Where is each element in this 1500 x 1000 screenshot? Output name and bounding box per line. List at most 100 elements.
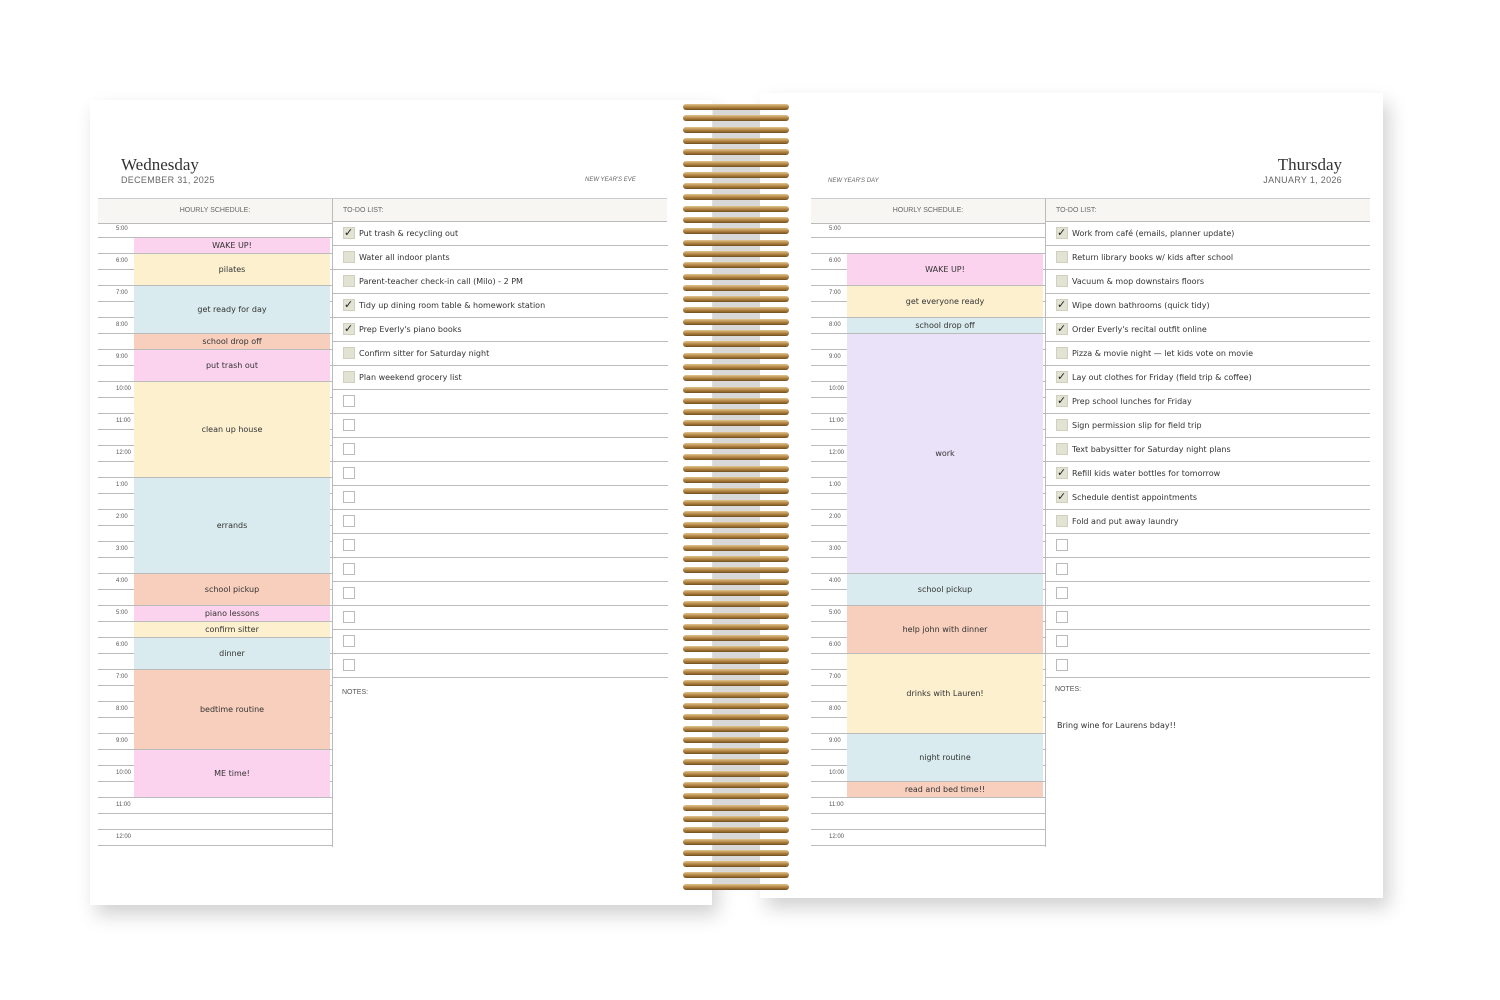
schedule-slot[interactable]	[811, 558, 1045, 574]
schedule-slot[interactable]: 6:00	[811, 638, 1045, 654]
todo-item[interactable]	[333, 558, 668, 582]
schedule-slot[interactable]	[98, 334, 332, 350]
schedule-event[interactable]: confirm sitter	[134, 622, 330, 637]
todo-item[interactable]	[1046, 654, 1370, 678]
todo-item[interactable]	[333, 654, 668, 678]
checkbox-icon[interactable]	[1056, 443, 1068, 456]
schedule-event[interactable]: school pickup	[847, 574, 1043, 605]
schedule-slot[interactable]: 11:00	[98, 798, 332, 814]
todo-item[interactable]: ✓ Schedule dentist appointments	[1046, 486, 1370, 510]
schedule-slot[interactable]	[811, 590, 1045, 606]
checkbox-icon[interactable]	[1056, 611, 1068, 624]
checkbox-icon[interactable]	[1056, 275, 1068, 288]
todo-item[interactable]: Confirm sitter for Saturday night	[333, 342, 668, 366]
schedule-slot[interactable]	[811, 718, 1045, 734]
schedule-slot[interactable]	[811, 782, 1045, 798]
schedule-event[interactable]: piano lessons	[134, 606, 330, 621]
notes-text[interactable]: Bring wine for Laurens bday!!	[1057, 721, 1176, 730]
todo-item[interactable]: ✓ Lay out clothes for Friday (field trip …	[1046, 366, 1370, 390]
checked-checkbox-icon[interactable]: ✓	[343, 322, 355, 336]
todo-item[interactable]: Vacuum & mop downstairs floors	[1046, 270, 1370, 294]
checkbox-icon[interactable]	[1056, 515, 1068, 528]
todo-item[interactable]: ✓ Work from café (emails, planner update)	[1046, 222, 1370, 246]
schedule-slot[interactable]	[98, 622, 332, 638]
todo-item[interactable]: ✓ Tidy up dining room table & homework st…	[333, 294, 668, 318]
checked-checkbox-icon[interactable]: ✓	[1056, 466, 1068, 480]
schedule-slot[interactable]: 8:00	[811, 318, 1045, 334]
checkbox-icon[interactable]	[343, 515, 355, 528]
schedule-slot[interactable]	[98, 814, 332, 830]
checkbox-icon[interactable]	[1056, 539, 1068, 552]
schedule-slot[interactable]	[98, 238, 332, 254]
todo-item[interactable]: Return library books w/ kids after schoo…	[1046, 246, 1370, 270]
schedule-event[interactable]: help john with dinner	[847, 606, 1043, 653]
schedule-event[interactable]: pilates	[134, 254, 330, 285]
checkbox-icon[interactable]	[343, 587, 355, 600]
todo-item[interactable]: ✓ Prep school lunches for Friday	[1046, 390, 1370, 414]
schedule-slot[interactable]: 8:00	[98, 318, 332, 334]
schedule-event[interactable]: dinner	[134, 638, 330, 669]
schedule-slot[interactable]	[811, 238, 1045, 254]
todo-item[interactable]	[1046, 630, 1370, 654]
checkbox-icon[interactable]	[343, 611, 355, 624]
checkbox-icon[interactable]	[1056, 251, 1068, 264]
checked-checkbox-icon[interactable]: ✓	[1056, 394, 1068, 408]
schedule-slot[interactable]: 5:00	[811, 222, 1045, 238]
checkbox-icon[interactable]	[1056, 635, 1068, 648]
todo-item[interactable]: ✓ Wipe down bathrooms (quick tidy)	[1046, 294, 1370, 318]
todo-item[interactable]	[333, 534, 668, 558]
checkbox-icon[interactable]	[343, 491, 355, 504]
schedule-event[interactable]: school drop off	[134, 334, 330, 349]
todo-item[interactable]	[333, 510, 668, 534]
checkbox-icon[interactable]	[343, 251, 355, 264]
checkbox-icon[interactable]	[343, 419, 355, 432]
schedule-slot[interactable]	[98, 782, 332, 798]
checkbox-icon[interactable]	[343, 563, 355, 576]
checkbox-icon[interactable]	[343, 659, 355, 672]
checkbox-icon[interactable]	[343, 443, 355, 456]
checked-checkbox-icon[interactable]: ✓	[1056, 322, 1068, 336]
todo-item[interactable]: Water all indoor plants	[333, 246, 668, 270]
schedule-event[interactable]: read and bed time!!	[847, 782, 1043, 797]
schedule-slot[interactable]	[98, 558, 332, 574]
schedule-slot[interactable]: 5:00	[98, 222, 332, 238]
schedule-event[interactable]: errands	[134, 478, 330, 573]
schedule-slot[interactable]: 9:00	[98, 734, 332, 750]
checked-checkbox-icon[interactable]: ✓	[1056, 226, 1068, 240]
todo-item[interactable]	[333, 390, 668, 414]
schedule-slot[interactable]: 5:00	[98, 606, 332, 622]
schedule-slot[interactable]	[98, 462, 332, 478]
todo-item[interactable]	[1046, 606, 1370, 630]
todo-item[interactable]	[1046, 534, 1370, 558]
todo-item[interactable]: ✓ Refill kids water bottles for tomorrow	[1046, 462, 1370, 486]
todo-item[interactable]: Plan weekend grocery list	[333, 366, 668, 390]
checked-checkbox-icon[interactable]: ✓	[343, 298, 355, 312]
schedule-slot[interactable]	[811, 302, 1045, 318]
checkbox-icon[interactable]	[1056, 587, 1068, 600]
schedule-slot[interactable]: 10:00	[811, 766, 1045, 782]
checkbox-icon[interactable]	[1056, 347, 1068, 360]
todo-item[interactable]: ✓ Prep Everly's piano books	[333, 318, 668, 342]
checkbox-icon[interactable]	[343, 395, 355, 408]
checkbox-icon[interactable]	[343, 635, 355, 648]
todo-item[interactable]	[1046, 582, 1370, 606]
todo-item[interactable]	[333, 606, 668, 630]
schedule-slot[interactable]	[98, 590, 332, 606]
todo-item[interactable]	[333, 414, 668, 438]
schedule-slot[interactable]	[98, 270, 332, 286]
checked-checkbox-icon[interactable]: ✓	[1056, 490, 1068, 504]
todo-item[interactable]	[333, 462, 668, 486]
todo-item[interactable]	[333, 486, 668, 510]
schedule-event[interactable]: clean up house	[134, 382, 330, 477]
schedule-slot[interactable]	[811, 270, 1045, 286]
todo-item[interactable]: Fold and put away laundry	[1046, 510, 1370, 534]
checkbox-icon[interactable]	[343, 347, 355, 360]
schedule-event[interactable]: get everyone ready	[847, 286, 1043, 317]
schedule-event[interactable]: WAKE UP!	[847, 254, 1043, 285]
checkbox-icon[interactable]	[1056, 659, 1068, 672]
checked-checkbox-icon[interactable]: ✓	[1056, 298, 1068, 312]
schedule-slot[interactable]	[98, 366, 332, 382]
checkbox-icon[interactable]	[343, 371, 355, 384]
todo-item[interactable]: Parent-teacher check-in call (Milo) - 2 …	[333, 270, 668, 294]
schedule-slot[interactable]: 11:00	[811, 798, 1045, 814]
